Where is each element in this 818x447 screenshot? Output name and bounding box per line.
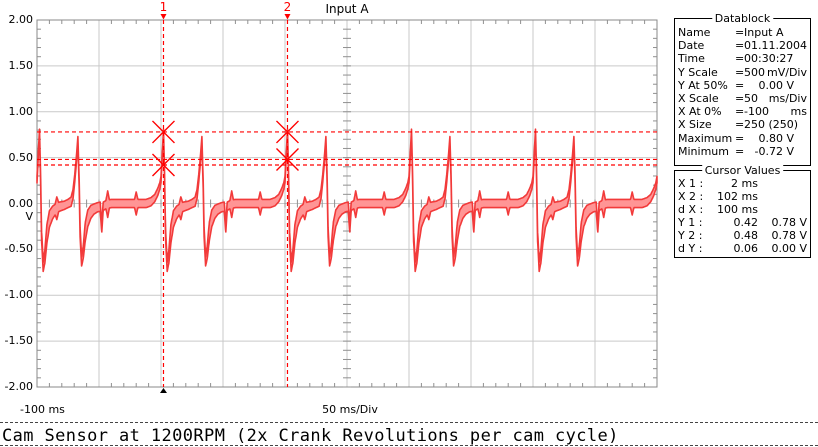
datablock-row-label: Y Scale [678, 66, 735, 79]
cursor-values-row: Y 1 :0.42 0.78 V [678, 217, 807, 230]
datablock-rows: Name=Input ADate=01.11.2004Time=00:30:27… [675, 19, 810, 158]
equals-sign: = [735, 66, 744, 79]
datablock-row-unit: ms [791, 105, 807, 118]
cursor-row-label: Y 1 : [678, 217, 708, 230]
datablock-row-value: 250 (250) [744, 118, 798, 131]
cursor-values-panel-title: Cursor Values [702, 164, 784, 177]
datablock-row: Y Scale=500mV/Div [678, 66, 807, 79]
caption-text: Cam Sensor at 1200RPM (2x Crank Revoluti… [2, 426, 619, 446]
datablock-row: Name=Input A [678, 26, 807, 39]
datablock-row: Maximum=0.80 V [678, 132, 807, 145]
y-tick-label: 0.50 [0, 151, 33, 164]
datablock-row-label: Minimum [678, 145, 735, 158]
cursor-row-value1: 100 ms [708, 204, 758, 217]
datablock-row: Date=01.11.2004 [678, 39, 807, 52]
cursor-row-value1: 2 ms [708, 178, 758, 191]
cursor-values-panel: Cursor Values X 1 :2 msX 2 :102 msd X :1… [674, 170, 811, 258]
cursor-values-row: X 1 :2 ms [678, 178, 807, 191]
y-tick-label: -0.50 [0, 242, 33, 255]
datablock-row-value: -0.72 V [744, 145, 794, 158]
caption-separator-line [0, 422, 818, 423]
equals-sign: = [735, 92, 744, 105]
datablock-row-label: X At 0% [678, 105, 735, 118]
cursor-row-value1: 0.48 [708, 230, 758, 243]
y-tick-label: -2.00 [0, 380, 33, 393]
datablock-row-unit: ms/Div [769, 92, 807, 105]
cursor-values-row: X 2 :102 ms [678, 191, 807, 204]
cursor-row-label: d X : [678, 204, 708, 217]
equals-sign: = [735, 52, 744, 65]
equals-sign: = [735, 79, 744, 92]
cursor-row-value2: 0.00 V [771, 243, 807, 256]
datablock-row-label: Name [678, 26, 735, 39]
cursor-values-row: d Y :0.06 0.00 V [678, 243, 807, 256]
y-tick-label: 1.50 [0, 59, 33, 72]
cursor-row-value2: 0.78 V [771, 230, 807, 243]
datablock-row: Y At 50%=0.00 V [678, 79, 807, 92]
datablock-row: X Scale=50 ms/Div [678, 92, 807, 105]
datablock-row-label: Time [678, 52, 735, 65]
bottom-separator-line [0, 445, 818, 446]
y-tick-label: 0.00 V [0, 197, 33, 223]
cursor-row-label: d Y : [678, 243, 708, 256]
datablock-row-value: Input A [744, 26, 784, 39]
datablock-row-label: X Size [678, 118, 735, 131]
x-axis-start-label: -100 ms [20, 403, 65, 416]
oscilloscope-screen: { "caption": "Cam Sensor at 1200RPM (2x … [0, 0, 818, 447]
datablock-row-value: 500 [744, 66, 765, 79]
y-tick-label: -1.00 [0, 288, 33, 301]
y-tick-label: 1.00 [0, 105, 33, 118]
datablock-row-label: Date [678, 39, 735, 52]
datablock-row: X Size=250 (250) [678, 118, 807, 131]
datablock-row-value: 01.11.2004 [744, 39, 807, 52]
equals-sign: = [735, 145, 744, 158]
equals-sign: = [735, 39, 744, 52]
cursor-values-row: Y 2 :0.48 0.78 V [678, 230, 807, 243]
cursor-values-rows: X 1 :2 msX 2 :102 msd X :100 msY 1 :0.42… [675, 171, 810, 255]
datablock-row-value: -100 [744, 105, 769, 118]
cursor-row-value1: 0.42 [708, 217, 758, 230]
cursor-row-label: X 2 : [678, 191, 708, 204]
equals-sign: = [735, 132, 744, 145]
datablock-row-value: 0.00 V [744, 79, 794, 92]
equals-sign: = [735, 26, 744, 39]
cursor-row-value1: 0.06 [708, 243, 758, 256]
datablock-row-value: 0.80 V [744, 132, 794, 145]
datablock-row-value: 50 [744, 92, 758, 105]
datablock-row-label: Maximum [678, 132, 735, 145]
datablock-row: Time=00:30:27 [678, 52, 807, 65]
datablock-panel-title: Datablock [712, 12, 773, 25]
cursor-row-value2: 0.78 V [771, 217, 807, 230]
cursor-2-handle[interactable]: 2 [281, 0, 293, 14]
x-axis-scale-label: 50 ms/Div [300, 403, 400, 416]
equals-sign: = [735, 118, 744, 131]
datablock-row-label: X Scale [678, 92, 735, 105]
cursor-row-value1: 102 ms [708, 191, 758, 204]
cursor-row-label: Y 2 : [678, 230, 708, 243]
y-tick-label: 2.00 [0, 13, 33, 26]
datablock-row: X At 0%=-100 ms [678, 105, 807, 118]
datablock-row-label: Y At 50% [678, 79, 735, 92]
cursor-values-row: d X :100 ms [678, 204, 807, 217]
datablock-panel: Datablock Name=Input ADate=01.11.2004Tim… [674, 18, 811, 166]
datablock-row: Minimum=-0.72 V [678, 145, 807, 158]
datablock-row-value: 00:30:27 [744, 52, 793, 65]
equals-sign: = [735, 105, 744, 118]
datablock-row-unit: mV/Div [767, 66, 807, 79]
y-tick-label: -1.50 [0, 334, 33, 347]
cursor-1-handle[interactable]: 1 [157, 0, 169, 14]
cursor-row-label: X 1 : [678, 178, 708, 191]
